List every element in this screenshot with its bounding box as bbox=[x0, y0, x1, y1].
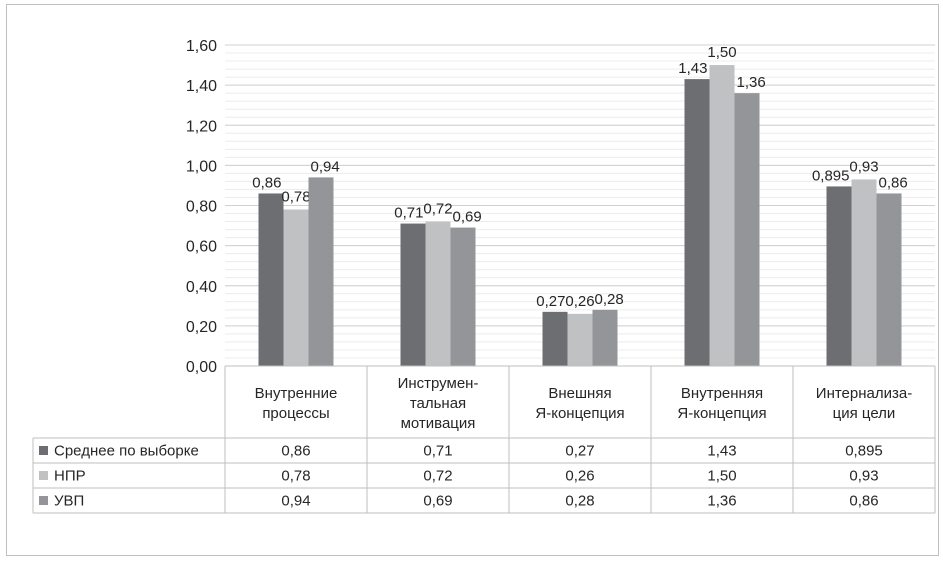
table-value: 0,895 bbox=[845, 443, 883, 460]
table-value: 0,28 bbox=[565, 493, 594, 510]
y-tick-label: 0,20 bbox=[186, 319, 217, 336]
bar bbox=[450, 227, 476, 366]
data-label: 0,26 bbox=[565, 293, 594, 310]
table-value: 0,27 bbox=[565, 443, 594, 460]
y-tick-label: 1,00 bbox=[186, 158, 217, 175]
y-tick-label: 0,80 bbox=[186, 199, 217, 216]
data-label: 0,94 bbox=[311, 158, 340, 175]
table-value: 1,36 bbox=[707, 493, 736, 510]
bar bbox=[592, 309, 618, 366]
y-tick-label: 1,40 bbox=[186, 78, 217, 95]
data-label: 1,43 bbox=[678, 60, 707, 77]
series-name: НПР bbox=[54, 468, 86, 485]
table-value: 0,71 bbox=[423, 443, 452, 460]
category-label: Инструмен- bbox=[398, 375, 479, 392]
bar bbox=[709, 65, 735, 366]
bar bbox=[734, 93, 760, 367]
data-label: 0,71 bbox=[394, 205, 423, 222]
bar bbox=[851, 179, 877, 366]
bar bbox=[425, 221, 451, 366]
legend-swatch bbox=[39, 446, 48, 455]
category-label: процессы bbox=[262, 405, 329, 422]
y-tick-label: 0,40 bbox=[186, 279, 217, 296]
table-value: 0,78 bbox=[281, 468, 310, 485]
y-tick-label: 1,60 bbox=[186, 38, 217, 55]
bar bbox=[826, 186, 852, 366]
bar bbox=[283, 209, 309, 366]
bar bbox=[876, 193, 902, 366]
category-label: Интернализа- bbox=[816, 385, 912, 402]
category-label: Я-концепция bbox=[535, 405, 624, 422]
data-label: 0,28 bbox=[595, 291, 624, 308]
data-label: 0,78 bbox=[281, 189, 310, 206]
y-tick-label: 1,20 bbox=[186, 118, 217, 135]
data-label: 0,72 bbox=[423, 201, 452, 218]
series-name: УВП bbox=[54, 493, 84, 510]
bar bbox=[400, 223, 426, 366]
category-label: ция цели bbox=[833, 405, 896, 422]
data-label: 0,27 bbox=[536, 293, 565, 310]
bar bbox=[567, 313, 593, 366]
data-label: 0,69 bbox=[453, 209, 482, 226]
category-label: Внутренние bbox=[255, 385, 338, 402]
table-value: 0,93 bbox=[849, 468, 878, 485]
legend-swatch bbox=[39, 496, 48, 505]
data-label: 0,895 bbox=[812, 167, 850, 184]
table-value: 0,86 bbox=[849, 493, 878, 510]
legend-swatch bbox=[39, 471, 48, 480]
data-label: 0,93 bbox=[849, 158, 878, 175]
data-label: 1,50 bbox=[707, 44, 736, 61]
table-value: 0,86 bbox=[281, 443, 310, 460]
bar bbox=[684, 79, 710, 366]
table-value: 0,69 bbox=[423, 493, 452, 510]
data-label: 0,86 bbox=[252, 174, 281, 191]
table-value: 0,72 bbox=[423, 468, 452, 485]
data-label: 0,86 bbox=[879, 174, 908, 191]
table-value: 1,43 bbox=[707, 443, 736, 460]
category-label: Внутренняя bbox=[681, 385, 763, 402]
bar bbox=[308, 177, 334, 366]
data-label: 1,36 bbox=[737, 74, 766, 91]
table-value: 0,94 bbox=[281, 493, 310, 510]
category-label: мотивация bbox=[401, 415, 476, 432]
category-label: Внешняя bbox=[548, 385, 611, 402]
table-value: 0,26 bbox=[565, 468, 594, 485]
table-value: 1,50 bbox=[707, 468, 736, 485]
bar bbox=[258, 193, 284, 366]
series-name: Среднее по выборке bbox=[54, 443, 199, 460]
category-label: Я-концепция bbox=[677, 405, 766, 422]
bar bbox=[542, 311, 568, 366]
y-tick-label: 0,60 bbox=[186, 239, 217, 256]
y-tick-label: 0,00 bbox=[186, 359, 217, 376]
category-label: тальная bbox=[410, 395, 466, 412]
